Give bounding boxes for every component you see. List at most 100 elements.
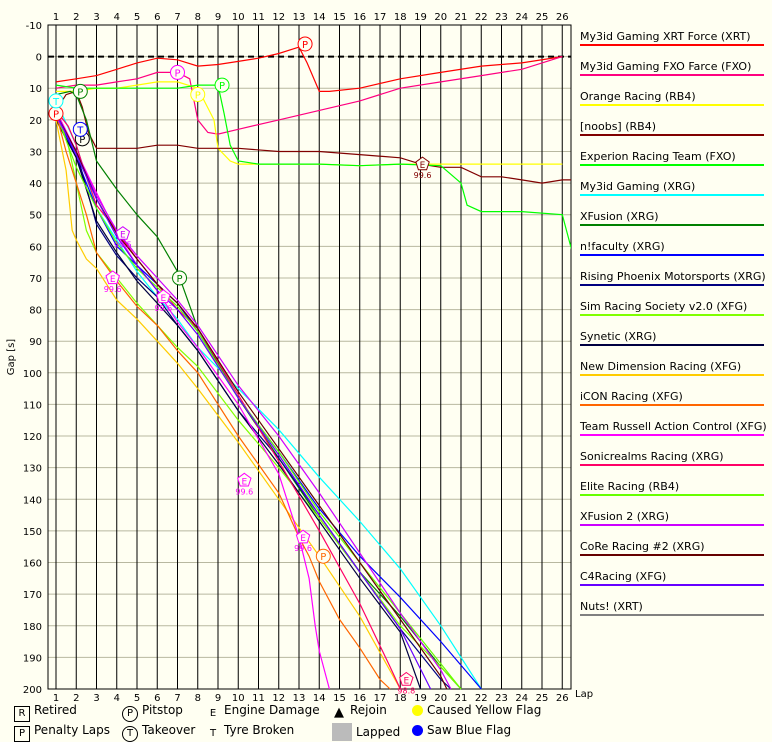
- x-tick-label-top: 26: [556, 12, 569, 23]
- legend-label: My3id Gaming FXO Farce (FXO): [580, 60, 752, 73]
- key-pitstop: P Pitstop: [122, 703, 183, 722]
- x-tick-label-bottom: 24: [515, 693, 528, 704]
- engine-damage-value: 98.8: [397, 687, 415, 696]
- x-tick-label-bottom: 22: [475, 693, 488, 704]
- legend-label: Experion Racing Team (FXO): [580, 150, 736, 163]
- key-retired: R Retired: [14, 703, 77, 722]
- x-tick-label-bottom: 2: [73, 693, 79, 704]
- engine-damage-marker-letter: E: [241, 477, 247, 487]
- legend-item: Team Russell Action Control (XFG): [580, 416, 767, 446]
- x-tick-label-top: 16: [353, 12, 366, 23]
- engine-damage-value: 99.6: [154, 304, 172, 313]
- legend-label: Team Russell Action Control (XFG): [580, 420, 767, 433]
- legend-swatch: [580, 524, 764, 526]
- x-tick-label-top: 6: [154, 12, 160, 23]
- x-tick-label-bottom: 14: [313, 693, 326, 704]
- key-retired-label: Retired: [34, 703, 77, 717]
- legend-item: Rising Phoenix Motorsports (XRG): [580, 266, 766, 296]
- legend-item: New Dimension Racing (XFG): [580, 356, 766, 386]
- engine-damage-marker-letter: E: [110, 275, 116, 285]
- legend: My3id Gaming XRT Force (XRT) My3id Gaming…: [580, 26, 767, 626]
- pitstop-marker: [172, 270, 188, 286]
- x-tick-label-bottom: 17: [374, 693, 387, 704]
- key-rejoin: ▲ Rejoin: [332, 703, 387, 720]
- legend-swatch: [580, 464, 764, 466]
- engine-damage-marker: [115, 226, 131, 240]
- engine-damage-marker-letter: E: [120, 231, 126, 241]
- key-rejoin-label: Rejoin: [350, 703, 387, 717]
- legend-swatch: [580, 164, 764, 166]
- legend-label: C4Racing (XFG): [580, 570, 667, 583]
- y-tick-label: 20: [29, 116, 42, 127]
- engine-damage-marker: [156, 289, 171, 304]
- takeover-marker: [72, 121, 88, 137]
- x-tick-label-top: 17: [374, 12, 387, 23]
- y-tick-label: 200: [23, 685, 42, 696]
- legend-swatch: [580, 44, 764, 46]
- x-tick-label-bottom: 13: [293, 693, 306, 704]
- blue-flag-icon: [412, 725, 423, 736]
- series-line-0: [55, 46, 563, 92]
- legend-label: My3id Gaming XRT Force (XRT): [580, 30, 751, 43]
- y-tick-label: 160: [23, 559, 42, 570]
- legend-label: Rising Phoenix Motorsports (XRG): [580, 270, 766, 283]
- y-tick-label: 110: [23, 400, 42, 411]
- key-pitstop-label: Pitstop: [142, 703, 183, 717]
- x-tick-label-bottom: 15: [333, 693, 346, 704]
- y-tick-label: 130: [23, 464, 42, 475]
- x-tick-label-top: 14: [313, 12, 326, 23]
- y-tick-label: 170: [23, 590, 42, 601]
- pitstop-marker: [315, 548, 331, 564]
- legend-item: My3id Gaming FXO Farce (FXO): [580, 56, 766, 86]
- x-tick-label-top: 10: [232, 12, 245, 23]
- legend-label: New Dimension Racing (XFG): [580, 360, 742, 373]
- x-tick-label-top: 3: [93, 12, 99, 23]
- legend-swatch: [580, 374, 764, 376]
- y-tick-label: 140: [23, 495, 42, 506]
- key-lapped-label: Lapped: [356, 725, 401, 739]
- legend-label: Sonicrealms Racing (XRG): [580, 450, 724, 463]
- legend-item: CoRe Racing #2 (XRG): [580, 536, 766, 566]
- legend-swatch: [580, 494, 764, 496]
- y-tick-label: 150: [23, 527, 42, 538]
- x-tick-label-bottom: 10: [232, 693, 245, 704]
- engine-damage-value: 99.5: [114, 241, 132, 250]
- x-tick-label-top: 24: [515, 12, 528, 23]
- key-blue-label: Saw Blue Flag: [427, 723, 512, 737]
- legend-label: Synetic (XRG): [580, 330, 657, 343]
- key-yellow: Caused Yellow Flag: [412, 703, 541, 717]
- engine-damage-marker: [295, 529, 311, 544]
- legend-label: XFusion (XRG): [580, 210, 659, 223]
- y-tick-label: -10: [26, 21, 42, 32]
- series-line-4: [55, 84, 571, 250]
- x-tick-label-top: 2: [73, 12, 79, 23]
- legend-item: Sim Racing Society v2.0 (XFG): [580, 296, 766, 326]
- legend-label: iCON Racing (XFG): [580, 390, 683, 403]
- penalty-icon: P: [14, 726, 30, 742]
- x-tick-label-bottom: 12: [272, 693, 285, 704]
- y-tick-label: 60: [29, 242, 42, 253]
- rejoin-icon: ▲: [334, 705, 344, 720]
- key-penalty: P Penalty Laps: [14, 723, 110, 742]
- yellow-flag-icon: [412, 705, 423, 716]
- y-tick-label: 190: [23, 653, 42, 664]
- x-tick-label-top: 8: [195, 12, 201, 23]
- x-tick-label-top: 13: [293, 12, 306, 23]
- engine-damage-marker-letter: E: [420, 161, 426, 171]
- legend-label: CoRe Racing #2 (XRG): [580, 540, 705, 553]
- key-engine-label: Engine Damage: [224, 703, 320, 717]
- series-line-11: [55, 119, 401, 690]
- x-tick-label-bottom: 7: [174, 693, 180, 704]
- takeover-icon: T: [122, 726, 138, 742]
- engine-damage-value: 99.6: [294, 544, 312, 553]
- legend-label: n!faculty (XRG): [580, 240, 665, 253]
- plot-area: [48, 25, 571, 689]
- pitstop-marker-letter: P: [195, 91, 201, 102]
- y-axis-label: Gap [s]: [6, 339, 17, 376]
- y-tick-label: 0: [36, 53, 42, 64]
- y-tick-label: 70: [29, 274, 42, 285]
- y-tick-label: 90: [29, 337, 42, 348]
- legend-label: Orange Racing (RB4): [580, 90, 696, 103]
- engine-damage-value: 99.6: [235, 487, 253, 496]
